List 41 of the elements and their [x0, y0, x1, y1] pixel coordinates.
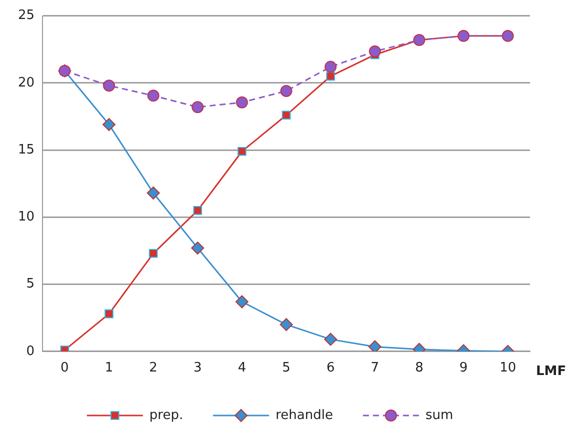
point	[147, 90, 160, 102]
x-tick-label: 5	[282, 360, 290, 376]
x-tick-label: 6	[326, 360, 335, 376]
point	[324, 332, 338, 346]
x-tick-label: 8	[415, 360, 424, 376]
point	[193, 206, 202, 215]
point	[368, 340, 382, 352]
point	[148, 249, 158, 258]
y-tick-label: 5	[26, 276, 35, 292]
point	[236, 96, 248, 108]
x-tick-label: 7	[370, 360, 380, 376]
x-tick-label: 10	[500, 360, 516, 376]
legend-label: prep.	[149, 408, 184, 423]
y-tick-label: 10	[18, 210, 35, 225]
y-tick-label: 0	[26, 344, 35, 359]
x-tick-label: 2	[149, 360, 158, 376]
x-tick-label: 3	[194, 360, 202, 376]
point	[104, 309, 114, 318]
legend-label: rehandle	[276, 408, 333, 423]
point	[146, 186, 160, 200]
x-tick-label: 4	[238, 360, 246, 376]
point	[280, 84, 292, 97]
x-tick-label: 9	[459, 360, 468, 376]
x-tick-label: 1	[104, 360, 114, 376]
y-tick-label: 15	[18, 142, 35, 158]
legend-label: sum	[425, 408, 454, 423]
x-axis-title: LMF	[536, 364, 566, 379]
point	[191, 242, 204, 255]
y-tick-label: 25	[18, 8, 35, 24]
y-tick-label: 20	[18, 75, 35, 90]
point	[103, 80, 116, 92]
point	[102, 118, 116, 132]
x-tick-label: 0	[60, 360, 69, 376]
point	[282, 110, 291, 120]
point	[368, 45, 381, 58]
point	[326, 72, 335, 81]
point	[192, 101, 204, 114]
point	[324, 60, 337, 73]
point	[280, 318, 293, 332]
point	[235, 295, 248, 308]
point	[238, 146, 246, 156]
